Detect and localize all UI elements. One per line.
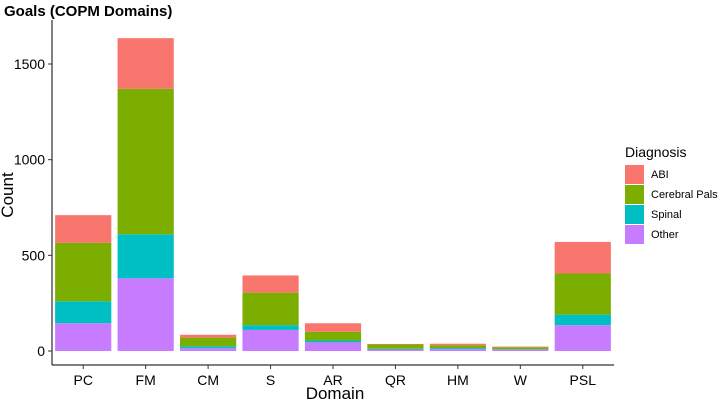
legend-swatch-spinal: [625, 205, 644, 224]
legend-title: Diagnosis: [625, 144, 686, 160]
legend: Diagnosis ABI Cerebral Palsy Spinal Other: [625, 144, 718, 244]
bar-fm-other: [117, 278, 174, 351]
bar-fm-cerebral-palsy: [117, 88, 174, 235]
bar-cm-other: [180, 348, 237, 351]
bar-pc-spinal: [55, 301, 112, 324]
x-tick-label: PSL: [570, 372, 597, 388]
legend-label-cerebral-palsy: Cerebral Palsy: [651, 189, 718, 201]
bar-ar-abi: [304, 323, 362, 332]
x-tick-label: AR: [323, 372, 342, 388]
legend-label-other: Other: [651, 229, 679, 241]
bars-group: [55, 38, 611, 351]
x-tick-label: W: [514, 372, 528, 388]
bar-cm-abi: [180, 334, 237, 338]
x-axis-title: Domain: [306, 384, 365, 402]
bar-fm-spinal: [117, 234, 174, 279]
bar-hm-abi: [429, 343, 486, 346]
bar-hm-cerebral-palsy: [429, 345, 486, 349]
bar-ar-spinal: [304, 340, 362, 343]
y-tick-label: 500: [22, 247, 46, 263]
x-tick-label: QR: [385, 372, 406, 388]
bar-cm-cerebral-palsy: [180, 337, 237, 347]
chart-title: Goals (COPM Domains): [4, 3, 172, 20]
x-tick-label: FM: [136, 372, 156, 388]
y-tick-label: 1500: [14, 56, 45, 72]
x-tick-label: PC: [73, 372, 92, 388]
x-tick-label: CM: [197, 372, 219, 388]
bar-w-other: [492, 349, 549, 351]
legend-swatch-cerebral-palsy: [625, 185, 644, 204]
bar-s-other: [242, 329, 299, 351]
bar-s-cerebral-palsy: [242, 292, 299, 326]
bar-psl-other: [554, 325, 611, 351]
y-axis: 0 500 1000 1500: [14, 20, 53, 365]
bar-qr-other: [367, 349, 424, 351]
bar-ar-other: [304, 342, 362, 351]
bar-fm-abi: [117, 38, 174, 89]
bar-s-abi: [242, 275, 299, 293]
legend-label-abi: ABI: [651, 169, 669, 181]
bar-cm-spinal: [180, 346, 237, 349]
bar-psl-abi: [554, 241, 611, 274]
y-tick-label: 0: [37, 343, 45, 359]
bar-s-spinal: [242, 325, 299, 330]
x-tick-label: HM: [447, 372, 469, 388]
y-axis-title: Count: [0, 172, 17, 218]
bar-w-cerebral-palsy: [492, 347, 549, 350]
bar-hm-spinal: [429, 348, 486, 350]
bar-qr-abi: [367, 343, 424, 345]
bar-ar-cerebral-palsy: [304, 331, 362, 341]
bar-psl-cerebral-palsy: [554, 273, 611, 315]
legend-label-spinal: Spinal: [651, 209, 682, 221]
x-axis: PC FM CM S AR QR HM W PSL: [52, 364, 614, 388]
x-tick-label: S: [266, 372, 275, 388]
bar-pc-cerebral-palsy: [55, 242, 112, 302]
bar-w-abi: [492, 346, 549, 348]
bar-qr-cerebral-palsy: [367, 344, 424, 349]
bar-psl-spinal: [554, 314, 611, 326]
y-tick-label: 1000: [14, 152, 45, 168]
bar-hm-other: [429, 349, 486, 351]
legend-swatch-abi: [625, 165, 644, 184]
bar-qr-spinal: [367, 348, 424, 350]
bar-pc-other: [55, 323, 112, 351]
bar-pc-abi: [55, 215, 112, 243]
legend-swatch-other: [625, 225, 644, 244]
